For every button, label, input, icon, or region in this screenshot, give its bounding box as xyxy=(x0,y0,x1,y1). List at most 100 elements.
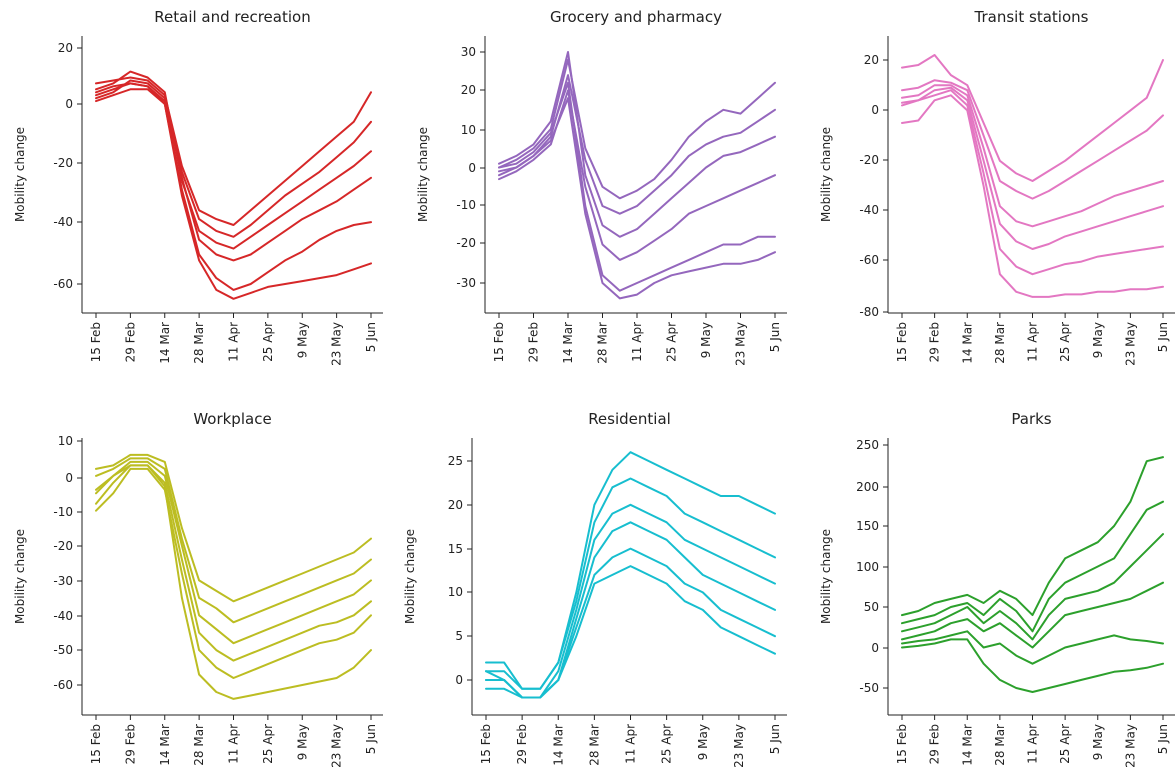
y-axis-label: Mobility change xyxy=(819,127,833,222)
panel-title: Residential xyxy=(588,410,671,428)
x-tick-label: 14 Mar xyxy=(960,322,974,364)
series-line xyxy=(901,89,1164,276)
y-tick-label: -10 xyxy=(456,198,476,212)
y-tick-label: 0 xyxy=(871,103,879,117)
series-line xyxy=(485,503,776,699)
x-tick-label: 25 Apr xyxy=(261,322,275,362)
x-tick-label: 15 Feb xyxy=(895,322,909,362)
x-tick-label: 11 Apr xyxy=(1026,724,1040,764)
x-tick-label: 23 May xyxy=(734,322,748,366)
y-axis-label: Mobility change xyxy=(13,529,27,624)
series-line xyxy=(95,460,372,645)
series-line xyxy=(95,82,372,238)
panel-title: Workplace xyxy=(193,410,271,428)
series-line xyxy=(901,500,1164,633)
x-tick-label: 15 Feb xyxy=(89,724,103,764)
x-tick-label: 15 Feb xyxy=(479,724,493,764)
series-line xyxy=(901,54,1164,182)
y-axis-label: Mobility change xyxy=(819,529,833,624)
x-tick-label: 23 May xyxy=(732,724,746,768)
series-line xyxy=(901,84,1164,228)
series-line xyxy=(901,456,1164,617)
y-tick-label: 150 xyxy=(856,519,879,533)
series-line xyxy=(485,451,776,690)
x-tick-label: 23 May xyxy=(1123,724,1137,768)
x-tick-label: 11 Apr xyxy=(1026,322,1040,362)
x-tick-label: 28 Mar xyxy=(993,724,1007,766)
y-tick-label: 0 xyxy=(871,641,879,655)
x-tick-label: 29 Feb xyxy=(515,724,529,764)
series-line xyxy=(485,477,776,690)
y-tick-label: -20 xyxy=(456,236,476,250)
x-tick-label: 5 Jun xyxy=(364,322,378,352)
y-tick-label: -40 xyxy=(53,609,73,623)
x-tick-label: 23 May xyxy=(330,724,344,768)
series-line xyxy=(95,464,372,700)
series-line xyxy=(498,81,776,292)
y-axis-label: Mobility change xyxy=(13,127,27,222)
y-tick-label: 250 xyxy=(856,438,879,452)
y-tick-label: -40 xyxy=(53,215,73,229)
series-line xyxy=(901,533,1164,641)
y-tick-label: -60 xyxy=(53,678,73,692)
x-tick-label: 11 Apr xyxy=(227,724,241,764)
x-tick-label: 28 Mar xyxy=(192,724,206,766)
x-tick-label: 14 Mar xyxy=(960,724,974,766)
series-line xyxy=(95,76,372,226)
series-line xyxy=(498,58,776,200)
y-tick-label: 200 xyxy=(856,480,879,494)
y-tick-label: 0 xyxy=(455,673,463,687)
y-tick-label: -40 xyxy=(859,203,879,217)
y-tick-label: 20 xyxy=(448,498,463,512)
series-line xyxy=(901,638,1164,693)
y-tick-label: 0 xyxy=(65,97,73,111)
x-tick-label: 14 Mar xyxy=(561,322,575,364)
series-line xyxy=(485,547,776,699)
x-tick-label: 23 May xyxy=(330,322,344,366)
y-tick-label: 10 xyxy=(461,123,476,137)
y-tick-label: 10 xyxy=(58,434,73,448)
x-tick-label: 25 Apr xyxy=(1058,724,1072,764)
x-tick-label: 29 Feb xyxy=(123,724,137,764)
x-tick-label: 25 Apr xyxy=(665,322,679,362)
y-tick-label: -10 xyxy=(53,505,73,519)
series-line xyxy=(95,467,372,679)
y-tick-label: -20 xyxy=(53,539,73,553)
x-tick-label: 29 Feb xyxy=(123,322,137,362)
x-tick-label: 28 Mar xyxy=(596,322,610,364)
x-tick-label: 14 Mar xyxy=(158,322,172,364)
y-tick-label: -60 xyxy=(53,277,73,291)
y-tick-label: 30 xyxy=(461,45,476,59)
x-tick-label: 11 Apr xyxy=(227,322,241,362)
x-tick-label: 14 Mar xyxy=(158,724,172,766)
x-tick-label: 9 May xyxy=(1091,322,1105,358)
y-tick-label: 0 xyxy=(65,471,73,485)
y-tick-label: -20 xyxy=(53,156,73,170)
x-tick-label: 15 Feb xyxy=(89,322,103,362)
x-tick-label: 29 Feb xyxy=(527,322,541,362)
series-line xyxy=(901,79,1164,200)
series-line xyxy=(901,630,1164,665)
y-tick-label: 20 xyxy=(864,53,879,67)
x-tick-label: 9 May xyxy=(696,724,710,760)
y-tick-label: -30 xyxy=(53,574,73,588)
series-line xyxy=(901,86,1164,250)
panel-title: Grocery and pharmacy xyxy=(550,8,722,26)
x-tick-label: 5 Jun xyxy=(768,322,782,352)
y-tick-label: -20 xyxy=(859,153,879,167)
series-line xyxy=(901,581,1164,649)
y-tick-label: 50 xyxy=(864,600,879,614)
y-tick-label: 20 xyxy=(461,83,476,97)
series-line xyxy=(95,88,372,291)
y-tick-label: -50 xyxy=(53,643,73,657)
series-line xyxy=(498,74,776,215)
x-tick-label: 15 Feb xyxy=(895,724,909,764)
series-line xyxy=(485,565,776,699)
x-tick-label: 9 May xyxy=(1091,724,1105,760)
x-tick-label: 5 Jun xyxy=(1156,724,1170,754)
x-tick-label: 25 Apr xyxy=(261,724,275,764)
y-tick-label: -50 xyxy=(859,681,879,695)
x-tick-label: 15 Feb xyxy=(492,322,506,362)
y-tick-label: 0 xyxy=(468,161,476,175)
